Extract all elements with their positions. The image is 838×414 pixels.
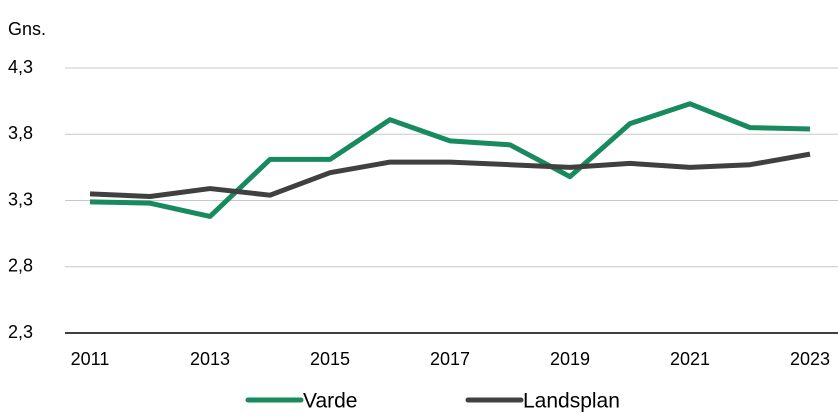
series-line bbox=[89, 151, 811, 200]
x-tick-label: 2019 bbox=[550, 349, 590, 369]
legend-label: Landsplan bbox=[523, 390, 620, 413]
y-tick-label: 2,8 bbox=[8, 256, 33, 276]
y-tick-label: 2,3 bbox=[8, 322, 33, 342]
x-tick-label: 2023 bbox=[790, 349, 830, 369]
y-axis-label: Gns. bbox=[8, 19, 46, 39]
x-tick-label: 2013 bbox=[190, 349, 230, 369]
x-tick-label: 2017 bbox=[430, 349, 470, 369]
series-line bbox=[89, 101, 811, 219]
y-tick-label: 4,3 bbox=[8, 57, 33, 77]
x-tick-label: 2021 bbox=[670, 349, 710, 369]
legend-label: Varde bbox=[303, 390, 357, 413]
y-tick-label: 3,8 bbox=[8, 123, 33, 143]
x-tick-label: 2015 bbox=[310, 349, 350, 369]
y-tick-label: 3,3 bbox=[8, 189, 33, 209]
x-tick-label: 2011 bbox=[71, 349, 110, 369]
